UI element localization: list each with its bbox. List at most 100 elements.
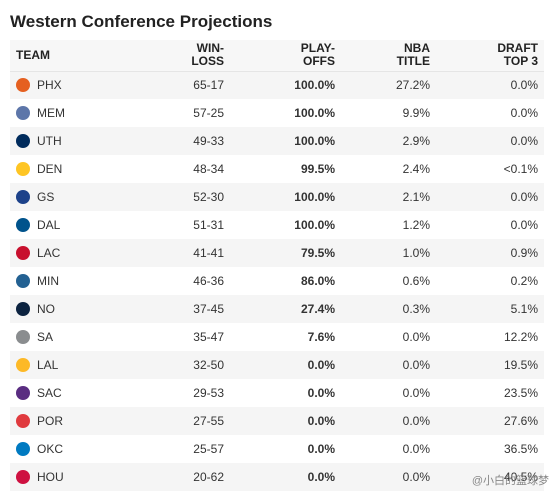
column-header-win-loss-line2: LOSS (191, 54, 224, 69)
nba-title-cell: 1.2% (402, 218, 430, 232)
team-abbreviation[interactable]: LAC (37, 246, 61, 260)
nba-title-cell: 0.0% (341, 351, 436, 379)
win-loss-cell: 57-25 (193, 106, 224, 120)
win-loss-cell: 65-17 (162, 71, 230, 99)
team-abbreviation[interactable]: GS (37, 190, 55, 204)
team-abbreviation[interactable]: HOU (37, 470, 64, 484)
team-abbreviation[interactable]: SAC (37, 386, 62, 400)
column-header-draft-top3-line1: DRAFT (497, 41, 538, 56)
win-loss-cell: 32-50 (162, 351, 230, 379)
draft-top3-cell: 0.0% (436, 127, 544, 155)
team-abbreviation[interactable]: POR (37, 414, 64, 428)
draft-top3-cell: 0.0% (436, 71, 544, 99)
team-abbreviation[interactable]: OKC (37, 442, 64, 456)
team-cell: LAL (10, 351, 162, 379)
win-loss-cell: 46-36 (193, 274, 224, 288)
team-abbreviation[interactable]: SA (37, 330, 54, 344)
table-row[interactable]: DAL 51-31 100.0% 1.2% 0.0% (10, 211, 544, 239)
team-abbreviation[interactable]: MEM (37, 106, 65, 120)
table-row[interactable]: UTH 49-33 100.0% 2.9% 0.0% (10, 127, 544, 155)
playoffs-cell: 27.4% (230, 295, 341, 323)
team-abbreviation[interactable]: PHX (37, 78, 62, 93)
win-loss-cell: 49-33 (162, 127, 230, 155)
win-loss-cell: 41-41 (162, 239, 230, 267)
playoffs-cell: 0.0% (230, 463, 341, 491)
team-abbreviation[interactable]: NO (37, 302, 55, 316)
draft-top3-cell: 0.0% (510, 218, 538, 232)
trailblazers-logo-icon (16, 414, 30, 428)
playoffs-cell: 0.0% (307, 442, 335, 456)
column-header-team-label: TEAM (16, 47, 50, 62)
draft-top3-cell: 0.9% (436, 239, 544, 267)
nba-title-cell: 9.9% (402, 106, 430, 120)
table-row[interactable]: MEM 57-25 100.0% 9.9% 0.0% (10, 99, 544, 127)
team-cell: OKC (10, 435, 162, 463)
team-cell: UTH (10, 127, 162, 155)
win-loss-cell: 29-53 (193, 386, 224, 400)
table-row[interactable]: GS 52-30 100.0% 2.1% 0.0% (10, 183, 544, 211)
team-abbreviation[interactable]: DAL (37, 218, 61, 232)
table-row[interactable]: SAC 29-53 0.0% 0.0% 23.5% (10, 379, 544, 407)
playoffs-cell: 100.0% (294, 106, 335, 120)
nba-title-cell: 0.0% (402, 442, 430, 456)
column-header-draft-top3[interactable]: DRAFT TOP 3 (436, 40, 544, 72)
column-header-draft-top3-line2: TOP 3 (503, 54, 538, 69)
playoffs-cell: 100.0% (294, 218, 335, 232)
column-header-win-loss[interactable]: WIN- LOSS (162, 40, 230, 72)
team-abbreviation[interactable]: DEN (37, 162, 63, 176)
win-loss-cell: 51-31 (193, 218, 224, 232)
nba-title-cell: 0.0% (402, 330, 430, 344)
draft-top3-cell: 5.1% (436, 295, 544, 323)
thunder-logo-icon (16, 442, 30, 456)
warriors-logo-icon (16, 190, 30, 204)
draft-top3-cell: 19.5% (436, 351, 544, 379)
table-header-row: TEAM WIN- LOSS PLAY- OFFS NBA TITLE DRAFT TO… (10, 40, 544, 72)
table-row[interactable]: POR 27-55 0.0% 0.0% 27.6% (10, 407, 544, 435)
watermark: @小白的篮球梦 (471, 475, 549, 487)
playoffs-cell: 7.6% (307, 330, 335, 344)
column-header-nba-title-line2: TITLE (396, 54, 430, 69)
table-row[interactable]: SA 35-47 7.6% 0.0% 12.2% (10, 323, 544, 351)
draft-top3-cell: 36.5% (503, 442, 538, 456)
team-cell: HOU (10, 463, 162, 491)
table-row[interactable]: LAL 32-50 0.0% 0.0% 19.5% (10, 351, 544, 379)
team-cell: DAL (10, 211, 162, 239)
column-header-team[interactable]: TEAM (10, 40, 162, 72)
kings-logo-icon (16, 386, 30, 400)
playoffs-cell: 79.5% (230, 239, 341, 267)
table-row[interactable]: HOU 20-62 0.0% 0.0% 40.5% (10, 463, 544, 491)
pelicans-logo-icon (16, 302, 30, 316)
draft-top3-cell: 0.0% (510, 106, 538, 120)
playoffs-cell: 0.0% (230, 351, 341, 379)
mavericks-logo-icon (16, 218, 30, 232)
playoffs-cell: 86.0% (300, 274, 335, 288)
table-row[interactable]: NO 37-45 27.4% 0.3% 5.1% (10, 295, 544, 323)
win-loss-cell: 48-34 (193, 162, 224, 176)
grizzlies-logo-icon (16, 106, 30, 120)
column-header-nba-title[interactable]: NBA TITLE (341, 40, 436, 72)
table-row[interactable]: DEN 48-34 99.5% 2.4% <0.1% (10, 155, 544, 183)
draft-top3-cell: 0.2% (510, 274, 538, 288)
nba-title-cell: 2.9% (341, 127, 436, 155)
team-cell: GS (10, 183, 162, 211)
win-loss-cell: 27-55 (162, 407, 230, 435)
table-row[interactable]: MIN 46-36 86.0% 0.6% 0.2% (10, 267, 544, 295)
nba-title-cell: 0.6% (402, 274, 430, 288)
team-abbreviation[interactable]: LAL (37, 358, 59, 372)
nba-title-cell: 1.0% (341, 239, 436, 267)
draft-top3-cell: 23.5% (503, 386, 538, 400)
playoffs-cell: 0.0% (230, 407, 341, 435)
table-row[interactable]: PHX 65-17 100.0% 27.2% 0.0% (10, 71, 544, 99)
projections-table: TEAM WIN- LOSS PLAY- OFFS NBA TITLE DRAFT TO… (10, 40, 544, 491)
table-row[interactable]: LAC 41-41 79.5% 1.0% 0.9% (10, 239, 544, 267)
playoffs-cell: 100.0% (230, 183, 341, 211)
table-row[interactable]: OKC 25-57 0.0% 0.0% 36.5% (10, 435, 544, 463)
team-abbreviation[interactable]: UTH (37, 134, 62, 148)
lakers-logo-icon (16, 358, 30, 372)
suns-logo-icon (16, 78, 30, 93)
clippers-logo-icon (16, 246, 30, 260)
team-cell: MEM (10, 99, 162, 127)
team-abbreviation[interactable]: MIN (37, 274, 59, 288)
column-header-playoffs[interactable]: PLAY- OFFS (230, 40, 341, 72)
win-loss-cell: 35-47 (193, 330, 224, 344)
